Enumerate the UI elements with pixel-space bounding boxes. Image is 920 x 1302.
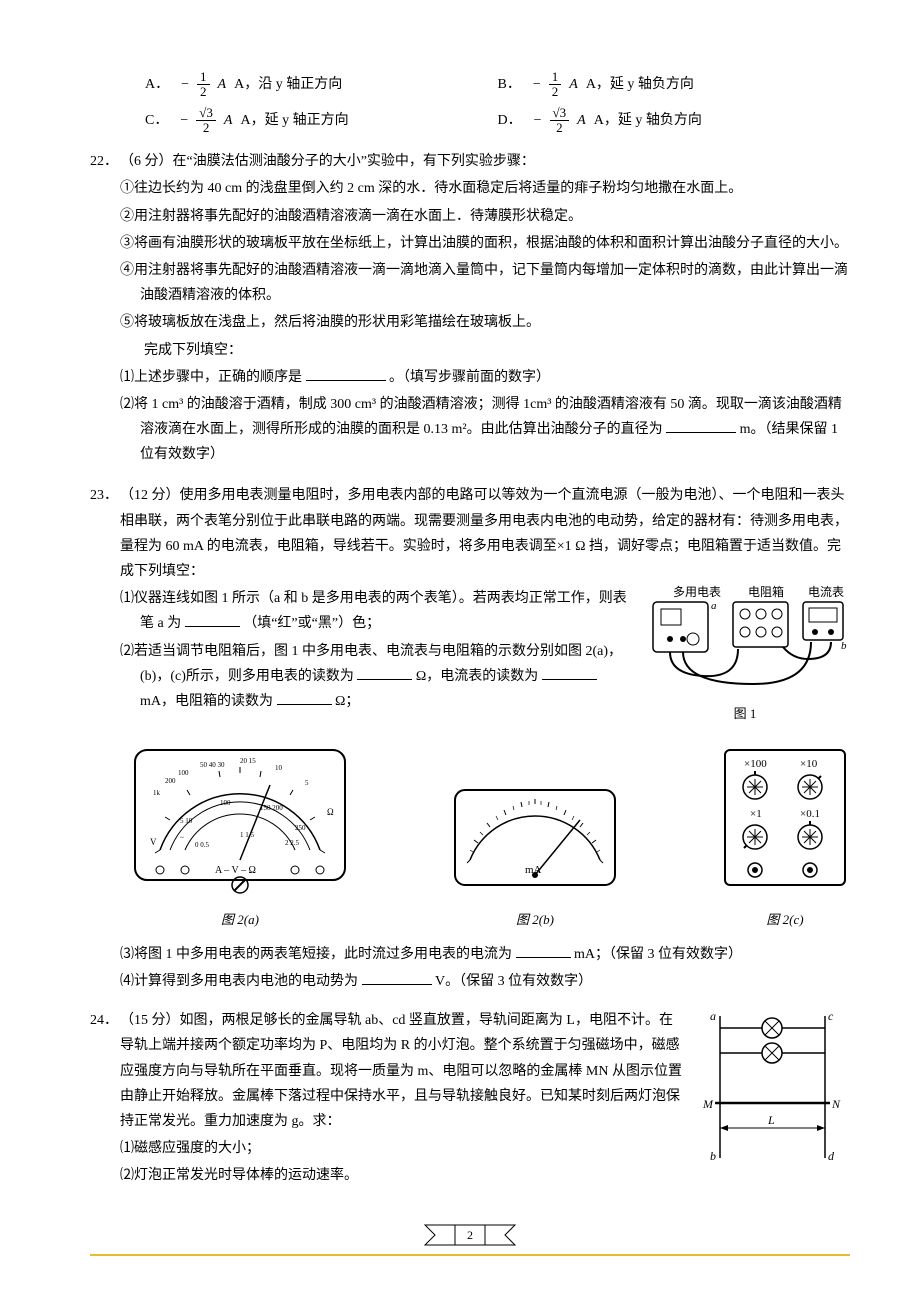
options-row-1: A． − 1 2 A A，沿 y 轴正方向 B． − 1 2 A A，延 y 轴… bbox=[90, 70, 850, 100]
q22-head: （6 分）在“油膜法估测油酸分子的大小”实验中，有下列实验步骤： bbox=[120, 149, 850, 174]
option-a-frac: 1 2 bbox=[197, 70, 210, 100]
question-24: 24． （15 分）如图，两根足够长的金属导轨 ab、cd 竖直放置，导轨间距离… bbox=[90, 1008, 850, 1190]
svg-text:5 10: 5 10 bbox=[180, 817, 193, 825]
option-b: B． − 1 2 A A，延 y 轴负方向 bbox=[498, 70, 851, 100]
q24-p2: ⑵灯泡正常发光时导体棒的运动速率。 bbox=[120, 1163, 684, 1188]
svg-text:5: 5 bbox=[305, 779, 309, 787]
q23-blank-3[interactable] bbox=[542, 666, 597, 680]
fig2b-caption: 图 2(b) bbox=[450, 908, 620, 931]
q22-step-2: ②用注射器将事先配好的油酸酒精溶液滴一滴在水面上．待薄膜形状稳定。 bbox=[120, 204, 850, 229]
svg-text:10: 10 bbox=[275, 764, 283, 772]
figure-q24: a c M bbox=[700, 1008, 850, 1190]
fig1-label-3: 电流表 bbox=[808, 585, 844, 599]
option-b-frac: 1 2 bbox=[549, 70, 562, 100]
q22-blank-2[interactable] bbox=[666, 419, 736, 433]
svg-text:×100: ×100 bbox=[744, 758, 767, 770]
option-a: A． − 1 2 A A，沿 y 轴正方向 bbox=[145, 70, 498, 100]
figure-2b: mA 图 2(b) bbox=[450, 785, 620, 932]
q24-num: 24． bbox=[90, 1008, 120, 1190]
option-d-text: A，延 y 轴负方向 bbox=[594, 108, 702, 133]
option-d: D． − √3 2 A A，延 y 轴负方向 bbox=[498, 106, 851, 136]
svg-text:V: V bbox=[150, 837, 157, 847]
q23-blank-6[interactable] bbox=[362, 971, 432, 985]
fig1-label-2: 电阻箱 bbox=[748, 584, 784, 599]
question-22: 22． （6 分）在“油膜法估测油酸分子的大小”实验中，有下列实验步骤： ①往边… bbox=[90, 149, 850, 469]
q23-p1: ⑴仪器连线如图 1 所示（a 和 b 是多用电表的两个表笔）。若两表均正常工作，… bbox=[120, 586, 628, 636]
fig1-caption: 图 1 bbox=[640, 702, 850, 725]
q23-p2: ⑵若适当调节电阻箱后，图 1 中多用电表、电流表与电阻箱的示数分别如图 2(a)… bbox=[120, 639, 628, 715]
fig2a-caption: 图 2(a) bbox=[130, 908, 350, 931]
svg-text:a: a bbox=[711, 600, 717, 612]
figures-2-row: 1k 200 100 50 40 30 20 15 10 5 Ω 5 10 100 15… bbox=[130, 745, 850, 932]
q22-step-3: ③将画有油膜形状的玻璃板平放在坐标纸上，计算出油膜的面积，根据油酸的体积和面积计… bbox=[120, 231, 850, 256]
q22-p1: ⑴上述步骤中，正确的顺序是 。（填写步骤前面的数字） bbox=[120, 365, 850, 390]
q22-done: 完成下列填空： bbox=[120, 338, 850, 363]
option-d-frac: √3 2 bbox=[550, 106, 570, 136]
q22-step-5: ⑤将玻璃板放在浅盘上，然后将油膜的形状用彩笔描绘在玻璃板上。 bbox=[120, 310, 850, 335]
q22-step-1: ①往边长约为 40 cm 的浅盘里倒入约 2 cm 深的水．待水面稳定后将适量的… bbox=[120, 176, 850, 201]
svg-text:×10: ×10 bbox=[800, 758, 818, 770]
svg-text:2: 2 bbox=[467, 1228, 473, 1242]
q22-step-4: ④用注射器将事先配好的油酸酒精溶液一滴一滴地滴入量筒中，记下量筒内每增加一定体积… bbox=[120, 258, 850, 308]
svg-text:L: L bbox=[767, 1113, 775, 1127]
svg-text:c: c bbox=[828, 1009, 834, 1023]
svg-text:N: N bbox=[831, 1097, 841, 1111]
svg-text:Ω: Ω bbox=[327, 807, 334, 817]
q23-blank-4[interactable] bbox=[277, 691, 332, 705]
svg-text:×1: ×1 bbox=[750, 808, 762, 820]
option-a-label: A． bbox=[145, 72, 169, 97]
svg-text:×0.1: ×0.1 bbox=[800, 808, 820, 820]
option-b-label: B． bbox=[498, 72, 521, 97]
q23-head: （12 分）使用多用电表测量电阻时，多用电表内部的电路可以等效为一个直流电源（一… bbox=[120, 483, 850, 584]
q24-p1: ⑴磁感应强度的大小； bbox=[120, 1136, 684, 1161]
option-d-label: D． bbox=[498, 108, 522, 133]
q23-continued: ⑶将图 1 中多用电表的两表笔短接，此时流过多用电表的电流为 mA；（保留 3 … bbox=[90, 942, 850, 994]
q22-num: 22． bbox=[90, 149, 120, 469]
svg-text:M: M bbox=[702, 1097, 714, 1111]
option-c-text: A，延 y 轴正方向 bbox=[240, 108, 348, 133]
svg-text:150 200: 150 200 bbox=[260, 804, 283, 812]
options-row-2: C． − √3 2 A A，延 y 轴正方向 D． − √3 2 A A，延 y… bbox=[90, 106, 850, 136]
svg-text:2 2.5: 2 2.5 bbox=[285, 839, 300, 847]
svg-text:100: 100 bbox=[220, 799, 231, 807]
option-c-label: C． bbox=[145, 108, 168, 133]
q22-blank-1[interactable] bbox=[306, 367, 386, 381]
footer-line bbox=[90, 1254, 850, 1256]
q23-blank-1[interactable] bbox=[185, 613, 240, 627]
q22-p2: ⑵将 1 cm³ 的油酸溶于酒精，制成 300 cm³ 的油酸酒精溶液；测得 1… bbox=[120, 392, 850, 468]
svg-text:mA: mA bbox=[525, 864, 542, 876]
svg-text:d: d bbox=[828, 1149, 835, 1163]
svg-text:b: b bbox=[710, 1149, 716, 1163]
svg-text:1k: 1k bbox=[153, 789, 161, 797]
svg-text:50 40 30: 50 40 30 bbox=[200, 761, 225, 769]
q23-blank-2[interactable] bbox=[357, 666, 412, 680]
figure-1: 多用电表 电阻箱 电流表 a bbox=[640, 584, 850, 725]
svg-text:250: 250 bbox=[295, 824, 306, 832]
page-number: 2 bbox=[90, 1220, 850, 1250]
svg-text:20 15: 20 15 bbox=[240, 757, 256, 765]
question-23: 23． （12 分）使用多用电表测量电阻时，多用电表内部的电路可以等效为一个直流… bbox=[90, 483, 850, 725]
figure-2c: ×100 ×10 ×1 ×0.1 图 2(c) bbox=[720, 745, 850, 932]
svg-text:a: a bbox=[710, 1009, 716, 1023]
figure-2a: 1k 200 100 50 40 30 20 15 10 5 Ω 5 10 100 15… bbox=[130, 745, 350, 932]
option-c-frac: √3 2 bbox=[196, 106, 216, 136]
q24-head: （15 分）如图，两根足够长的金属导轨 ab、cd 竖直放置，导轨间距离为 L，… bbox=[120, 1008, 684, 1134]
svg-text:A – V – Ω: A – V – Ω bbox=[215, 865, 256, 876]
option-c: C． − √3 2 A A，延 y 轴正方向 bbox=[145, 106, 498, 136]
svg-text:0 0.5: 0 0.5 bbox=[195, 841, 210, 849]
svg-text:100: 100 bbox=[178, 769, 189, 777]
option-b-text: A，延 y 轴负方向 bbox=[586, 72, 694, 97]
q23-p3: ⑶将图 1 中多用电表的两表笔短接，此时流过多用电表的电流为 mA；（保留 3 … bbox=[120, 942, 850, 967]
option-a-text: A，沿 y 轴正方向 bbox=[234, 72, 342, 97]
fig1-label-1: 多用电表 bbox=[673, 585, 721, 599]
svg-text:b: b bbox=[841, 640, 847, 652]
svg-text:200: 200 bbox=[165, 777, 176, 785]
svg-text:1 1.5: 1 1.5 bbox=[240, 831, 255, 839]
q23-num: 23． bbox=[90, 483, 120, 725]
q23-p4: ⑷计算得到多用电表内电池的电动势为 V。（保留 3 位有效数字） bbox=[120, 969, 850, 994]
svg-text:~: ~ bbox=[180, 834, 184, 842]
fig2c-caption: 图 2(c) bbox=[720, 908, 850, 931]
q23-blank-5[interactable] bbox=[516, 944, 571, 958]
